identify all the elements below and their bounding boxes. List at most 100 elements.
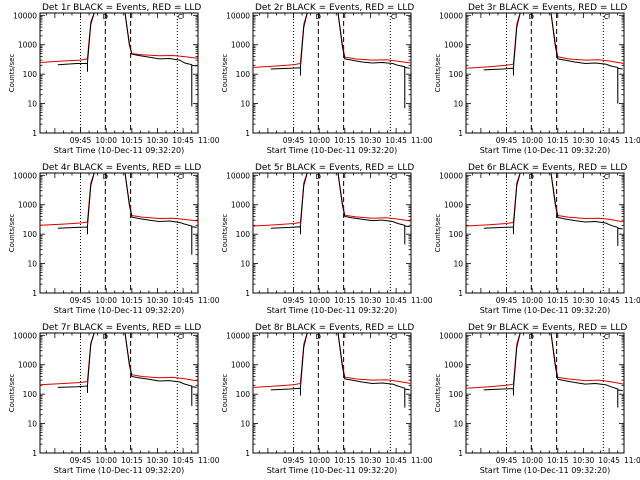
marker-d: D <box>529 173 534 181</box>
series-group <box>40 173 198 255</box>
y-tick-label: 10 <box>240 420 250 429</box>
x-tick-label: 10:45 <box>385 296 407 305</box>
y-axis-label: Counts/sec <box>8 54 16 93</box>
series-events-line <box>270 173 410 245</box>
marker-d: D <box>316 333 321 341</box>
y-tick-label: 10 <box>240 260 250 269</box>
x-tick-label: 11:00 <box>411 296 433 305</box>
y-axis-label: Counts/sec <box>434 374 442 413</box>
x-tick-label: 10:00 <box>308 456 330 465</box>
y-tick-label: 10000 <box>439 11 463 20</box>
y-tick-label: 1000 <box>444 201 463 210</box>
series-lld-line <box>466 173 624 227</box>
x-tick-label: 09:45 <box>496 136 518 145</box>
x-tick-label: 09:45 <box>283 136 305 145</box>
plot-frame <box>465 12 625 134</box>
panel-title: Det 5r BLACK = Events, RED = LLD <box>255 163 414 173</box>
series-events-line <box>57 333 197 406</box>
marker-c: C <box>391 333 396 341</box>
x-tick-label: 10:45 <box>598 136 620 145</box>
y-tick-label: 10 <box>453 420 463 429</box>
y-axis-label: Counts/sec <box>8 214 16 253</box>
y-tick-label: 1000 <box>18 201 37 210</box>
x-tick-label: 10:15 <box>547 456 569 465</box>
panel-title: Det 7r BLACK = Events, RED = LLD <box>42 323 201 333</box>
marker-c: C <box>604 13 609 21</box>
plot-frame <box>465 172 625 294</box>
y-tick-label: 10000 <box>13 331 37 340</box>
marker-d: D <box>529 333 534 341</box>
series-lld-line <box>253 173 411 227</box>
y-axis-label: Counts/sec <box>434 214 442 253</box>
x-tick-label: 10:30 <box>147 136 169 145</box>
y-tick-label: 100 <box>449 70 464 79</box>
y-tick-label: 1 <box>245 129 250 138</box>
x-tick-label: 11:00 <box>411 456 433 465</box>
plot-frame <box>252 12 412 134</box>
panel-title: Det 1r BLACK = Events, RED = LLD <box>42 3 201 13</box>
x-tick-label: 10:15 <box>121 136 143 145</box>
y-tick-label: 1000 <box>444 361 463 370</box>
plot-frame <box>39 332 199 454</box>
x-tick-label: 10:30 <box>360 136 382 145</box>
x-tick-label: 10:00 <box>308 296 330 305</box>
x-tick-label: 10:15 <box>547 136 569 145</box>
y-tick-label: 100 <box>23 70 38 79</box>
x-tick-label: 10:45 <box>385 456 407 465</box>
y-tick-label: 10 <box>453 100 463 109</box>
y-tick-label: 10000 <box>226 171 250 180</box>
x-tick-label: 10:30 <box>360 296 382 305</box>
series-group <box>466 173 624 246</box>
panel-det-9: Det 9r BLACK = Events, RED = LLD 1 10 100 10… <box>434 323 640 475</box>
marker-d: D <box>529 13 534 21</box>
y-tick-label: 1 <box>458 289 463 298</box>
x-axis-label: Start Time (10-Dec-11 09:32:20) <box>267 306 398 315</box>
x-tick-label: 09:45 <box>70 296 92 305</box>
x-axis-label: Start Time (10-Dec-11 09:32:20) <box>267 466 398 475</box>
x-tick-label: 10:15 <box>334 136 356 145</box>
series-events-line <box>57 173 197 255</box>
x-tick-label: 10:45 <box>172 456 194 465</box>
y-tick-label: 10000 <box>226 11 250 20</box>
series-events-line <box>483 13 623 104</box>
x-tick-label: 10:30 <box>360 456 382 465</box>
x-tick-label: 10:15 <box>121 456 143 465</box>
x-tick-label: 10:45 <box>172 136 194 145</box>
y-tick-label: 100 <box>449 390 464 399</box>
x-tick-label: 10:15 <box>547 296 569 305</box>
y-tick-label: 100 <box>236 70 251 79</box>
marker-d: D <box>316 13 321 21</box>
panel-title: Det 4r BLACK = Events, RED = LLD <box>42 163 201 173</box>
x-tick-label: 10:00 <box>95 296 117 305</box>
y-tick-label: 1000 <box>231 41 250 50</box>
marker-c: C <box>391 13 396 21</box>
x-tick-label: 10:15 <box>334 456 356 465</box>
panel-title: Det 2r BLACK = Events, RED = LLD <box>255 3 414 13</box>
y-axis-label: Counts/sec <box>8 374 16 413</box>
y-tick-label: 1000 <box>444 41 463 50</box>
marker-c: C <box>178 13 183 21</box>
x-tick-label: 11:00 <box>198 456 220 465</box>
series-lld-line <box>40 173 198 226</box>
y-axis-label: Counts/sec <box>221 214 229 253</box>
series-lld-line <box>253 13 411 68</box>
y-tick-label: 1000 <box>18 41 37 50</box>
y-tick-label: 100 <box>23 390 38 399</box>
x-tick-label: 10:15 <box>334 296 356 305</box>
x-tick-label: 11:00 <box>624 296 640 305</box>
series-events-line <box>270 13 410 109</box>
x-axis-label: Start Time (10-Dec-11 09:32:20) <box>480 306 611 315</box>
panel-det-3: Det 3r BLACK = Events, RED = LLD 1 10 100 10… <box>434 3 640 155</box>
marker-d: D <box>316 173 321 181</box>
series-events-line <box>483 173 623 246</box>
y-tick-label: 10 <box>27 420 37 429</box>
x-tick-label: 09:45 <box>283 296 305 305</box>
y-tick-label: 10000 <box>226 331 250 340</box>
series-lld-line <box>466 13 624 69</box>
x-tick-label: 10:30 <box>573 296 595 305</box>
y-tick-label: 1000 <box>231 201 250 210</box>
y-tick-label: 1 <box>458 449 463 458</box>
x-tick-label: 09:45 <box>496 456 518 465</box>
x-axis-label: Start Time (10-Dec-11 09:32:20) <box>54 466 185 475</box>
x-tick-label: 10:00 <box>521 296 543 305</box>
